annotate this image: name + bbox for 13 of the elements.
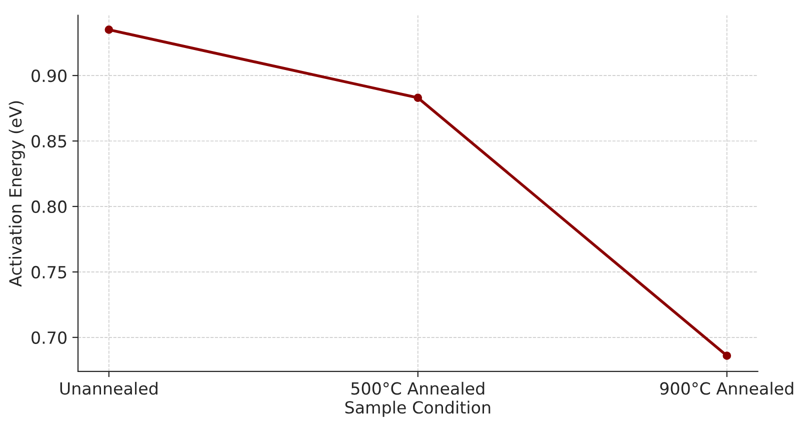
point: [104, 26, 114, 34]
y-tick-label: 0.85: [32, 134, 66, 148]
x-axis-title: Sample Condition: [345, 400, 490, 417]
point: [414, 94, 422, 102]
y-tick-label: 0.75: [32, 266, 66, 279]
x-tick-label: Unannealed: [60, 382, 158, 395]
x-tick-label: 500°C Annealed: [351, 382, 484, 395]
y-tick-label: 0.80: [32, 200, 66, 214]
y-tick-label: 0.90: [32, 69, 66, 82]
x-tick-label: 900°C Annealed: [660, 382, 794, 395]
y-tick-label: 0.70: [32, 331, 66, 344]
y-axis-title: Activation Energy (eV): [8, 101, 25, 287]
point: [722, 352, 732, 360]
